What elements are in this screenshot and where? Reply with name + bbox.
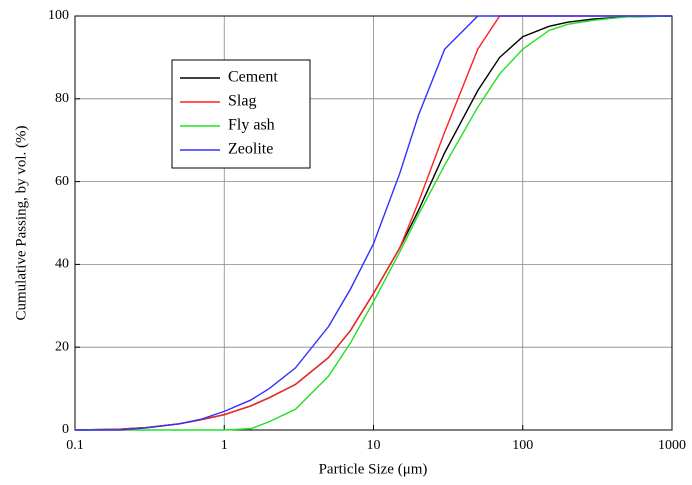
y-axis-label: Cumulative Passing, by vol. (%) (13, 126, 29, 321)
y-tick-label: 60 (55, 174, 69, 189)
legend-label: Zeolite (228, 141, 273, 158)
x-tick-label: 1000 (658, 438, 686, 453)
y-tick-label: 80 (55, 91, 69, 106)
legend-label: Fly ash (228, 117, 275, 134)
y-tick-label: 100 (48, 8, 69, 23)
series-line (75, 15, 673, 431)
x-tick-label: 1 (221, 438, 228, 453)
legend-label: Cement (228, 69, 278, 86)
legend: Cement Slag Fly ash Zeolite (171, 59, 311, 169)
series-line (75, 15, 672, 431)
x-axis-label: Particle Size (μm) (319, 461, 428, 477)
legend-label: Slag (228, 93, 256, 110)
y-tick-label: 0 (62, 422, 69, 437)
y-tick-label: 40 (55, 257, 69, 272)
x-tick-label: 100 (512, 438, 533, 453)
x-tick-label: 0.1 (66, 438, 84, 453)
y-tick-label: 20 (55, 339, 69, 354)
x-tick-label: 10 (367, 438, 381, 453)
plot-frame (74, 15, 673, 431)
